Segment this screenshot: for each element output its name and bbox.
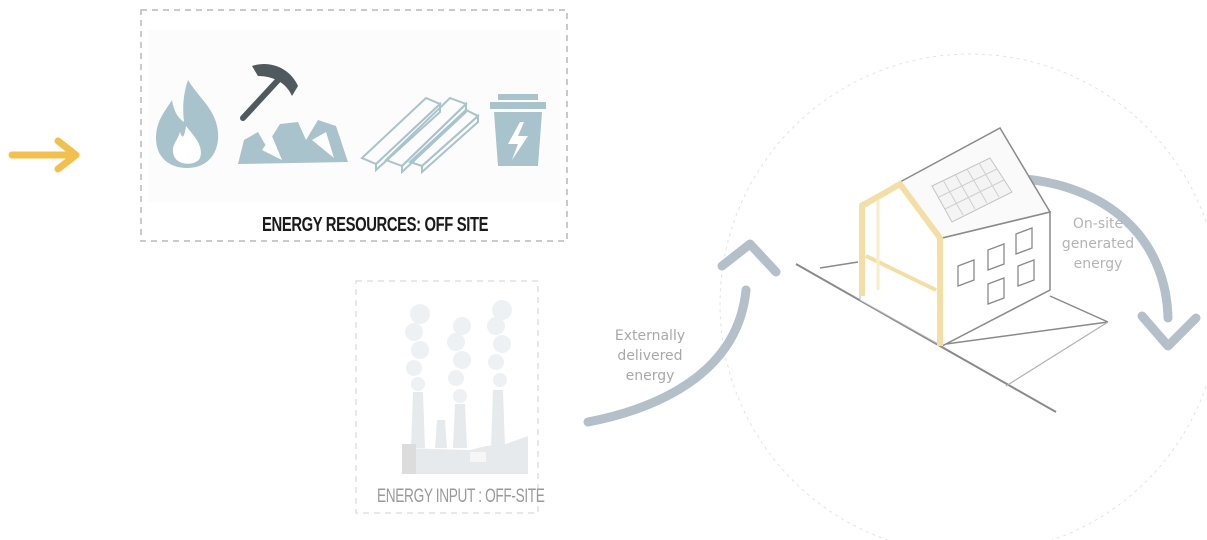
input-title: ENERGY INPUT : OFF-SITE xyxy=(377,486,545,507)
resources-title: ENERGY RESOURCES: OFF SITE xyxy=(262,214,489,236)
onsite-flow-label-line-1: On-site xyxy=(1072,216,1124,232)
power-plant-icon xyxy=(402,300,528,474)
onsite-flow-label: On-site generated energy xyxy=(1043,214,1153,274)
external-flow-label-line-3: energy xyxy=(625,368,675,384)
timber-planks-icon xyxy=(360,96,480,175)
incoming-arrow xyxy=(8,137,80,173)
external-flow-label-line-2: delivered xyxy=(617,348,683,364)
resources-panel xyxy=(148,30,560,202)
external-flow-label-line-1: Externally xyxy=(614,328,686,344)
onsite-flow-arrow xyxy=(1009,173,1201,351)
pickaxe-coal-icon xyxy=(238,64,348,164)
onsite-flow-label-line-3: energy xyxy=(1073,256,1123,272)
battery-bin-icon xyxy=(490,94,546,166)
input-box xyxy=(355,280,539,514)
onsite-flow-label-line-2: generated xyxy=(1061,236,1135,252)
house-illustration xyxy=(795,126,1109,413)
external-flow-label: Externally delivered energy xyxy=(600,326,700,386)
external-flow-arrow xyxy=(583,239,781,427)
flame-icon xyxy=(156,80,219,168)
site-boundary-circle xyxy=(719,53,1207,540)
resources-box xyxy=(140,9,568,242)
